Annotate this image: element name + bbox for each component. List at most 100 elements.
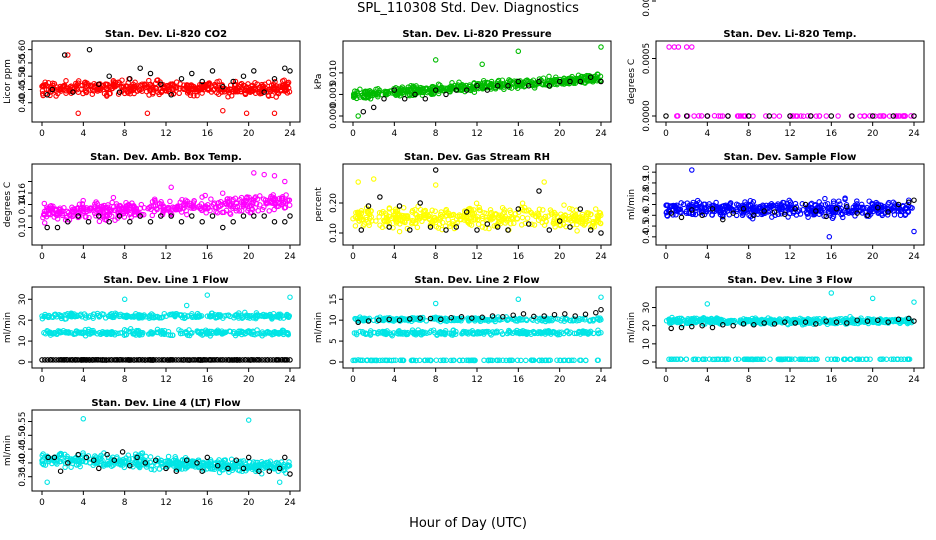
data-point <box>80 90 86 97</box>
data-point <box>562 212 568 219</box>
data-point <box>453 224 460 230</box>
data-point <box>432 57 439 63</box>
data-point <box>258 471 265 477</box>
data-point <box>812 356 819 362</box>
data-point <box>191 93 197 99</box>
data-point <box>234 357 240 363</box>
data-point <box>186 82 192 89</box>
data-point <box>509 357 516 364</box>
x-tick-label: 0 <box>39 375 45 385</box>
data-point <box>823 113 830 119</box>
y-tick-label: 30 <box>642 302 652 314</box>
data-point <box>251 357 257 363</box>
data-point <box>818 202 825 208</box>
data-point <box>261 213 267 219</box>
data-point <box>198 201 205 207</box>
data-point <box>787 205 793 212</box>
data-point <box>159 357 165 363</box>
data-point <box>149 91 156 97</box>
data-point <box>700 356 707 363</box>
data-point <box>598 44 604 50</box>
data-point <box>52 206 59 212</box>
data-point <box>726 204 732 211</box>
data-point <box>365 203 372 209</box>
data-point <box>44 357 51 363</box>
data-point <box>221 209 227 216</box>
data-point <box>84 208 90 215</box>
data-point <box>419 330 425 337</box>
data-point <box>65 52 71 58</box>
x-tick-label: 12 <box>471 375 482 385</box>
data-point <box>60 86 67 93</box>
data-point <box>80 450 86 456</box>
data-point <box>519 200 526 206</box>
data-point <box>167 198 173 205</box>
data-point <box>515 296 522 303</box>
data-point <box>200 328 206 335</box>
data-point <box>771 321 778 327</box>
data-point <box>358 227 365 233</box>
data-point <box>520 317 526 323</box>
data-point <box>112 217 118 223</box>
x-tick-label: 20 <box>867 375 879 385</box>
data-point <box>85 326 92 333</box>
data-point <box>184 332 191 338</box>
data-point <box>209 68 216 74</box>
data-point <box>168 184 174 191</box>
data-point <box>50 357 56 363</box>
data-point <box>243 110 250 117</box>
data-point <box>239 357 246 363</box>
data-point <box>123 332 129 338</box>
data-point <box>507 207 513 213</box>
data-point <box>551 329 557 336</box>
data-point <box>110 204 117 210</box>
data-point <box>256 84 263 91</box>
data-point <box>786 356 793 363</box>
data-point <box>75 110 81 117</box>
data-point <box>125 90 131 96</box>
data-point <box>66 212 73 219</box>
data-point <box>503 357 509 364</box>
data-point <box>49 86 56 93</box>
data-point <box>444 85 451 91</box>
data-point <box>228 357 235 363</box>
data-point <box>54 224 61 231</box>
data-point <box>67 357 73 363</box>
data-point <box>157 328 163 334</box>
data-point <box>740 113 747 119</box>
data-point <box>802 319 809 325</box>
data-point <box>242 330 249 337</box>
data-point <box>901 318 907 325</box>
data-point <box>699 212 705 219</box>
data-point <box>424 357 431 363</box>
data-point <box>468 222 475 228</box>
data-point <box>417 200 423 206</box>
data-point <box>740 321 747 327</box>
data-point <box>854 198 860 204</box>
data-point <box>358 357 364 364</box>
data-point <box>831 200 837 207</box>
data-point <box>442 330 449 336</box>
data-point <box>136 463 142 470</box>
data-point <box>911 299 917 305</box>
data-point <box>134 328 141 335</box>
data-point <box>106 73 112 79</box>
data-point <box>261 171 267 178</box>
y-axis-label: ml/min <box>627 189 637 220</box>
data-point <box>96 218 103 225</box>
data-point <box>854 356 861 363</box>
data-point <box>88 205 94 211</box>
data-point <box>737 317 744 323</box>
data-point <box>438 316 444 323</box>
data-point <box>587 74 594 80</box>
plot-frame <box>31 409 301 492</box>
data-point <box>689 323 695 330</box>
data-point <box>484 87 491 93</box>
y-tick-label: 0.50 <box>18 425 28 445</box>
data-point <box>479 61 485 68</box>
x-tick-label: 8 <box>433 129 439 139</box>
data-point <box>674 113 680 119</box>
data-point <box>764 205 770 211</box>
data-point <box>911 228 917 235</box>
data-point <box>274 86 281 93</box>
